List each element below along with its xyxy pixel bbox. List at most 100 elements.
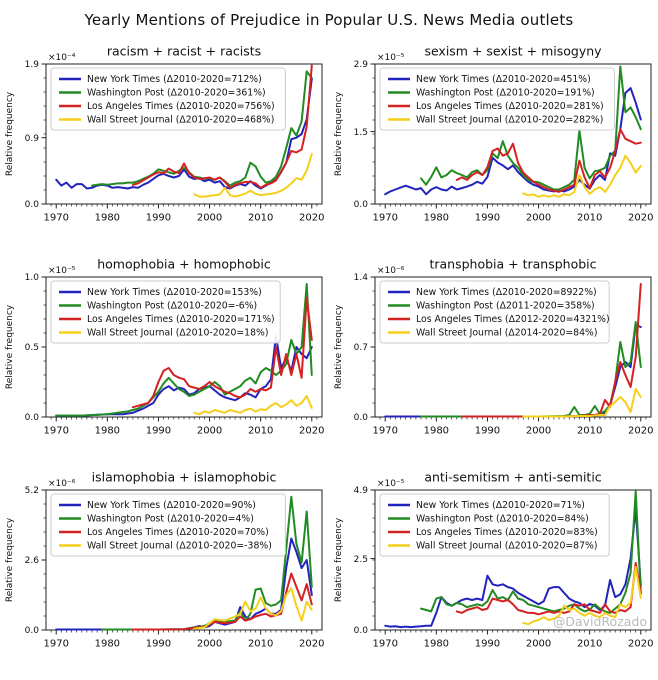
series-line-wall-street-journal: [193, 152, 313, 198]
x-tick-label: 1980: [95, 639, 120, 650]
antisemitism-chart-svg: 1970 1980 1990 2000 2010 2020 0.0 2.5 4.9 anti-se…: [334, 470, 654, 650]
x-tick-label: 2000: [526, 213, 551, 224]
legend-label: Washington Post (Δ2010-2020=-6%): [87, 301, 257, 312]
homophobia-chart-svg: 1970 1980 1990 2000 2010 2020 0.0 0.5 1.0 homopho…: [5, 257, 325, 437]
y-tick-label: 1.5: [354, 128, 368, 138]
legend-label: Washington Post (Δ2010-2020=191%): [416, 88, 595, 99]
chart-panel-islamophobia: 1970 1980 1990 2000 2010 2020 0.0 2.6 5.2 islamop…: [0, 466, 329, 679]
x-tick-label: 1980: [424, 213, 449, 224]
x-tick-label: 2010: [577, 426, 602, 437]
series-line-new-york-times: [55, 334, 313, 417]
series-line-new-york-times: [384, 507, 642, 629]
legend-label: Wall Street Journal (Δ2010-2020=468%): [87, 115, 274, 126]
y-tick-label: 4.9: [354, 486, 369, 496]
legend-box: [379, 493, 610, 557]
x-tick-label: 2000: [197, 639, 222, 650]
series-line-wall-street-journal: [193, 395, 313, 416]
legend-label: New York Times (Δ2010-2020=71%): [416, 500, 585, 511]
x-tick-label: 2020: [299, 426, 324, 437]
legend-label: New York Times (Δ2010-2020=90%): [87, 500, 256, 511]
y-scale-label: ×10⁻⁵: [377, 53, 405, 63]
y-tick-label: 0.0: [25, 200, 40, 210]
y-tick-label: 1.4: [354, 273, 369, 283]
legend-label: Washington Post (Δ2011-2020=358%): [416, 301, 595, 312]
y-tick-label: 0.5: [25, 343, 39, 353]
x-tick-label: 1990: [475, 426, 500, 437]
y-tick-label: 5.2: [25, 486, 39, 496]
legend-label: Washington Post (Δ2010-2020=361%): [87, 88, 266, 99]
x-tick-label: 2020: [628, 426, 653, 437]
x-tick-label: 2010: [577, 213, 602, 224]
y-tick-label: 1.9: [25, 60, 40, 70]
series-line-los-angeles-times: [455, 128, 642, 193]
y-scale-label: ×10⁻⁴: [48, 53, 76, 63]
x-tick-label: 2000: [526, 639, 551, 650]
x-tick-label: 2000: [197, 426, 222, 437]
series-line-wall-street-journal: [193, 587, 313, 630]
y-tick-label: 0.0: [25, 413, 40, 423]
x-tick-label: 2010: [248, 213, 273, 224]
x-tick-label: 2020: [299, 639, 324, 650]
y-tick-label: 0.9: [25, 134, 40, 144]
x-tick-label: 1970: [372, 639, 397, 650]
x-tick-label: 1990: [146, 213, 171, 224]
legend-label: Los Angeles Times (Δ2010-2020=756%): [87, 101, 275, 112]
chart-title: islamophobia + islamophobic: [92, 470, 277, 485]
watermark: @DavidRozado: [553, 614, 647, 629]
legend-label: Wall Street Journal (Δ2014-2020=84%): [416, 328, 597, 339]
x-tick-label: 2010: [577, 639, 602, 650]
x-tick-label: 1970: [43, 213, 68, 224]
series-line-wall-street-journal: [522, 566, 642, 626]
legend-label: Wall Street Journal (Δ2010-2020=87%): [416, 541, 597, 552]
series-line-los-angeles-times: [131, 297, 313, 409]
legend-label: New York Times (Δ2010-2020=712%): [87, 74, 262, 85]
chart-panel-racism: 1970 1980 1990 2000 2010 2020 0.0 0.9 1.9 racism …: [0, 40, 329, 253]
x-tick-label: 1990: [146, 639, 171, 650]
x-tick-label: 2000: [526, 426, 551, 437]
x-tick-label: 2010: [248, 639, 273, 650]
transphobia-chart-svg: 1970 1980 1990 2000 2010 2020 0.0 0.7 1.4 transph…: [334, 257, 654, 437]
legend-box: [50, 493, 286, 557]
y-scale-label: ×10⁻⁶: [48, 479, 76, 489]
series-line-washington-post: [420, 490, 642, 614]
islamophobia-chart-svg: 1970 1980 1990 2000 2010 2020 0.0 2.6 5.2 islamop…: [5, 470, 325, 650]
y-scale-label: ×10⁻⁵: [377, 479, 405, 489]
x-tick-label: 1980: [424, 426, 449, 437]
y-axis-label: Relative frequency: [334, 304, 344, 389]
x-tick-label: 1990: [475, 639, 500, 650]
legend-label: Los Angeles Times (Δ2010-2020=70%): [87, 527, 269, 538]
y-tick-label: 0.0: [25, 626, 40, 636]
legend-box: [50, 67, 286, 131]
x-tick-label: 1970: [43, 426, 68, 437]
y-tick-label: 2.9: [354, 60, 369, 70]
y-scale-label: ×10⁻⁵: [48, 266, 76, 276]
series-line-los-angeles-times: [131, 64, 313, 189]
racism-chart-svg: 1970 1980 1990 2000 2010 2020 0.0 0.9 1.9 racism …: [5, 44, 325, 224]
chart-title: anti-semitism + anti-semitic: [424, 470, 601, 485]
x-tick-label: 2000: [197, 213, 222, 224]
y-tick-label: 2.6: [25, 556, 40, 566]
chart-title: transphobia + transphobic: [429, 257, 596, 272]
series-line-los-angeles-times: [455, 561, 642, 616]
legend-label: Wall Street Journal (Δ2010-2020=-38%): [87, 541, 272, 552]
y-scale-label: ×10⁻⁶: [377, 266, 405, 276]
y-axis-label: Relative frequency: [5, 517, 15, 602]
y-axis-label: Relative frequency: [5, 91, 15, 176]
chart-panel-homophobia: 1970 1980 1990 2000 2010 2020 0.0 0.5 1.0 homopho…: [0, 253, 329, 466]
chart-grid: 1970 1980 1990 2000 2010 2020 0.0 0.9 1.9 racism …: [0, 40, 658, 679]
legend-label: Wall Street Journal (Δ2010-2020=18%): [87, 328, 268, 339]
legend-label: New York Times (Δ2010-2020=8922%): [416, 287, 597, 298]
x-tick-label: 1970: [372, 426, 397, 437]
y-tick-label: 0.0: [354, 200, 369, 210]
legend-label: Los Angeles Times (Δ2012-2020=4321%): [416, 314, 610, 325]
legend-box: [50, 280, 281, 344]
x-tick-label: 1990: [146, 426, 171, 437]
x-tick-label: 1970: [43, 639, 68, 650]
y-tick-label: 0.0: [354, 626, 369, 636]
x-tick-label: 1980: [95, 426, 120, 437]
x-tick-label: 1980: [424, 639, 449, 650]
legend-label: Los Angeles Times (Δ2010-2020=281%): [416, 101, 604, 112]
legend-label: Los Angeles Times (Δ2010-2020=171%): [87, 314, 275, 325]
series-line-wall-street-journal: [522, 154, 642, 198]
